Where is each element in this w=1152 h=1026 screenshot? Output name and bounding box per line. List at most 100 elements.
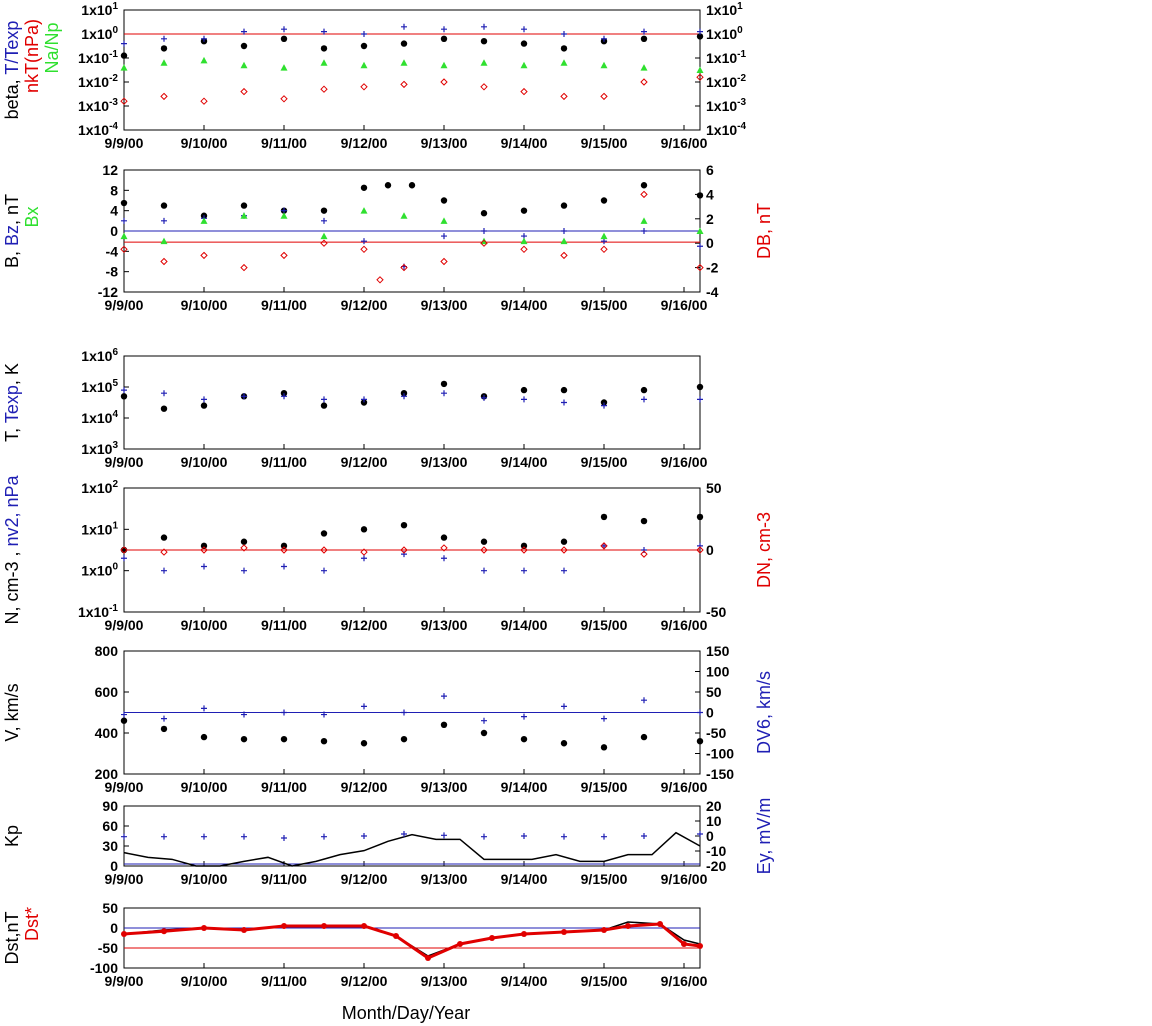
data-point [240,61,248,69]
data-point [440,197,448,204]
data-point [640,35,648,42]
data-point [440,544,448,552]
x-tick-label: 9/9/00 [105,779,144,795]
data-point [640,517,648,525]
data-point [697,28,703,35]
x-tick-label: 9/10/00 [181,779,228,795]
series-t [120,380,704,412]
data-point [640,64,648,71]
x-tick-label: 9/14/00 [501,779,548,795]
data-point [241,28,247,35]
data-point [360,42,368,50]
series-dn [120,542,704,558]
x-tick-label: 9/13/00 [421,871,468,887]
data-point [321,711,327,718]
y-tick-label: -50 [98,940,118,956]
data-point [560,546,568,554]
x-axis-label: Month/Day/Year [342,1003,470,1023]
data-point [241,711,247,718]
series-dst- [121,921,703,961]
x-tick-label: 9/12/00 [341,135,388,151]
data-point [441,390,447,397]
data-point [320,59,328,66]
series-bz [121,207,703,270]
y-tick-label: 1x100 [81,25,118,42]
data-point [600,61,608,69]
x-tick-label: 9/15/00 [581,617,628,633]
data-point [696,73,704,81]
y-tick-label: 30 [102,838,118,854]
y2-axis-label: DB, nT [754,203,774,259]
data-point [361,396,367,403]
y2-tick-label: 150 [706,643,730,659]
y2-tick-label: 2 [706,211,714,227]
y-tick-label: -8 [106,264,119,280]
data-point [121,555,127,562]
panel-p2: -12 -8 -4 0 4 8 12 -4 -2 0 2 4 6 9/9/00 9/10/00 9/11/00… [2,162,774,313]
data-point [160,548,168,556]
data-point [240,212,248,219]
y2-tick-label: 1x100 [706,25,743,42]
data-point [400,40,408,47]
data-point [161,928,167,935]
data-point [400,735,408,743]
data-point [200,251,208,260]
y2-tick-label: 4 [706,186,714,202]
series-b [120,182,704,219]
data-point [521,567,527,574]
data-point [600,542,608,550]
x-tick-label: 9/15/00 [581,454,628,470]
x-tick-label: 9/16/00 [661,871,708,887]
x-tick-label: 9/9/00 [105,973,144,989]
y-tick-label: 8 [110,182,118,198]
data-point [561,833,567,840]
data-point [641,28,647,35]
y-tick-label: 400 [95,725,119,741]
data-point [697,243,703,250]
series-ey [121,831,703,841]
data-point [401,709,407,716]
data-point [520,546,528,554]
data-point [120,64,128,71]
data-point [160,202,168,209]
x-tick-label: 9/9/00 [105,454,144,470]
data-point [600,245,608,254]
data-point [240,42,248,50]
y-tick-label: 200 [95,766,119,782]
data-point [696,383,704,391]
data-point [360,399,368,406]
y-tick-label: 1x104 [81,409,118,426]
data-point [521,713,527,720]
data-point [560,202,568,209]
y2-tick-label: -150 [706,766,734,782]
data-point [320,546,328,554]
data-point [201,35,207,42]
data-point [480,538,488,545]
y-axis-label: B, Bz, nT [2,194,22,268]
data-point [600,232,608,240]
data-point [625,923,631,929]
data-point [161,390,167,397]
x-tick-label: 9/13/00 [421,297,468,313]
y-tick-label: 1x10-3 [78,97,118,114]
plot-frame [123,9,701,131]
data-point [441,693,447,700]
series-bx [120,207,704,245]
data-point [521,931,527,937]
x-tick-label: 9/10/00 [181,973,228,989]
x-tick-label: 9/13/00 [421,973,468,989]
y-tick-label: 1x10-2 [78,73,118,90]
data-point [601,402,607,409]
y-tick-label: 1x101 [81,1,118,18]
data-point [640,386,648,394]
data-point [200,402,208,409]
data-point [121,217,127,224]
data-point [480,546,488,554]
y2-tick-label: 20 [706,798,722,814]
y-tick-label: 1x10-4 [78,121,118,138]
data-point [281,709,287,716]
data-point [640,217,648,224]
data-point [321,923,327,929]
data-point [697,542,703,549]
x-tick-label: 9/9/00 [105,617,144,633]
